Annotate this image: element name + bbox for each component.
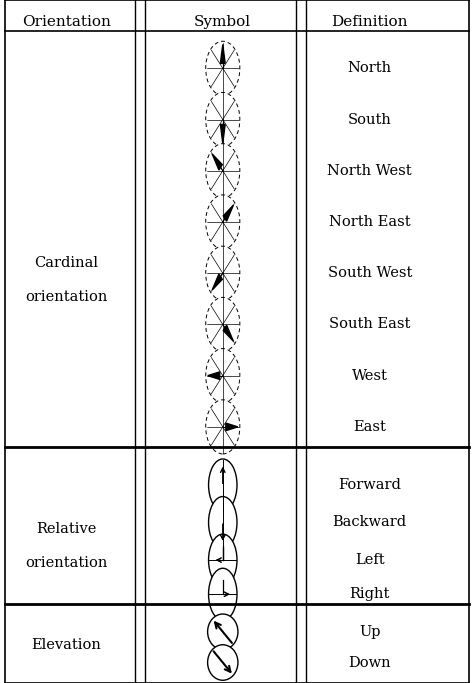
Text: orientation: orientation xyxy=(25,557,108,570)
Text: South East: South East xyxy=(329,318,410,331)
Ellipse shape xyxy=(206,92,240,147)
Text: North East: North East xyxy=(329,215,410,229)
Text: East: East xyxy=(353,420,386,434)
Text: Relative: Relative xyxy=(36,522,97,536)
Text: Down: Down xyxy=(348,656,391,669)
Text: Symbol: Symbol xyxy=(194,15,251,29)
Ellipse shape xyxy=(206,246,240,301)
Polygon shape xyxy=(223,205,233,221)
Ellipse shape xyxy=(206,41,240,96)
Text: Orientation: Orientation xyxy=(22,15,111,29)
Text: North West: North West xyxy=(328,164,412,178)
Text: Elevation: Elevation xyxy=(31,639,101,652)
Ellipse shape xyxy=(206,400,240,454)
Text: Backward: Backward xyxy=(333,516,407,529)
Ellipse shape xyxy=(206,143,240,198)
Polygon shape xyxy=(223,325,233,342)
Text: orientation: orientation xyxy=(25,290,108,304)
Polygon shape xyxy=(212,274,222,290)
Polygon shape xyxy=(226,423,238,431)
Polygon shape xyxy=(220,44,225,64)
Text: Cardinal: Cardinal xyxy=(34,256,99,270)
Ellipse shape xyxy=(209,459,237,511)
Ellipse shape xyxy=(209,497,237,548)
Text: Up: Up xyxy=(359,625,381,639)
Ellipse shape xyxy=(206,195,240,249)
Polygon shape xyxy=(208,372,220,380)
Text: South West: South West xyxy=(328,266,412,280)
Text: Forward: Forward xyxy=(338,478,401,492)
Text: West: West xyxy=(352,369,388,382)
Polygon shape xyxy=(212,154,222,170)
Text: Left: Left xyxy=(355,553,384,567)
Text: Definition: Definition xyxy=(331,15,408,29)
Ellipse shape xyxy=(208,645,238,680)
Ellipse shape xyxy=(206,348,240,403)
Ellipse shape xyxy=(206,297,240,352)
Text: Right: Right xyxy=(349,587,390,601)
Polygon shape xyxy=(220,124,225,143)
Ellipse shape xyxy=(209,568,237,620)
Ellipse shape xyxy=(209,534,237,586)
Text: South: South xyxy=(348,113,392,126)
Ellipse shape xyxy=(208,614,238,650)
Text: North: North xyxy=(347,61,392,75)
